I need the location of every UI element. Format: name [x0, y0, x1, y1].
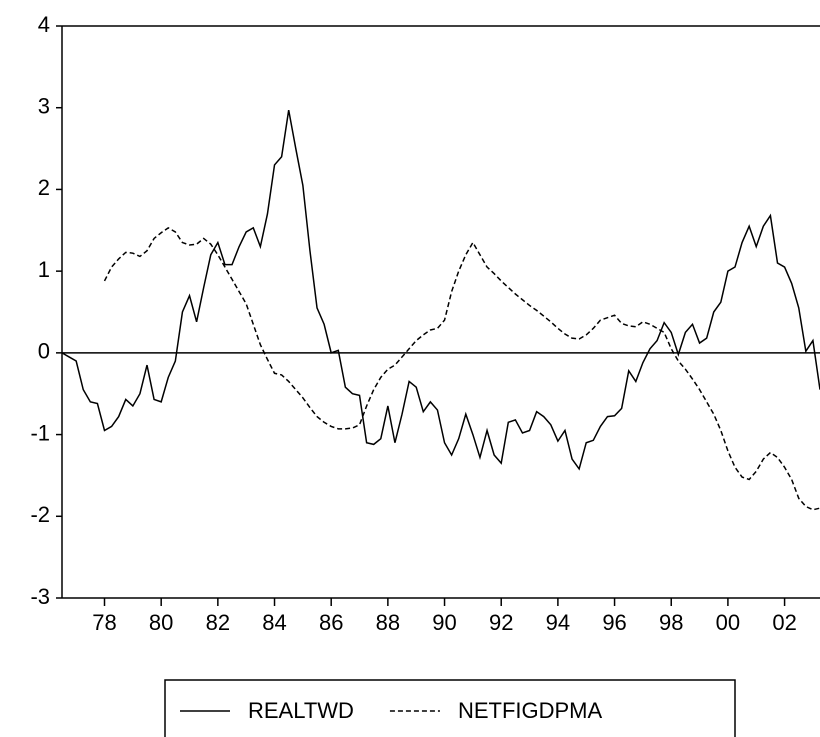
x-tick-label: 96	[602, 610, 626, 635]
legend-label: REALTWD	[248, 698, 354, 723]
x-tick-label: 98	[659, 610, 683, 635]
y-tick-label: 4	[38, 12, 50, 37]
x-tick-label: 00	[716, 610, 740, 635]
x-tick-label: 80	[149, 610, 173, 635]
x-tick-label: 92	[489, 610, 513, 635]
y-tick-label: 3	[38, 94, 50, 119]
x-tick-label: 84	[262, 610, 286, 635]
y-tick-label: 2	[38, 175, 50, 200]
legend-label: NETFIGDPMA	[458, 698, 603, 723]
series-line	[61, 110, 820, 471]
y-tick-label: 0	[38, 339, 50, 364]
y-tick-label: -3	[30, 584, 50, 609]
y-tick-label: -2	[30, 502, 50, 527]
x-tick-label: 82	[206, 610, 230, 635]
x-tick-label: 90	[432, 610, 456, 635]
x-tick-label: 88	[376, 610, 400, 635]
x-tick-label: 86	[319, 610, 343, 635]
x-tick-label: 94	[546, 610, 570, 635]
series-line	[103, 226, 820, 511]
y-tick-label: 1	[38, 257, 50, 282]
legend-box	[164, 679, 736, 737]
x-tick-label: 78	[92, 610, 116, 635]
y-tick-label: -1	[30, 420, 50, 445]
x-tick-label: 02	[772, 610, 796, 635]
